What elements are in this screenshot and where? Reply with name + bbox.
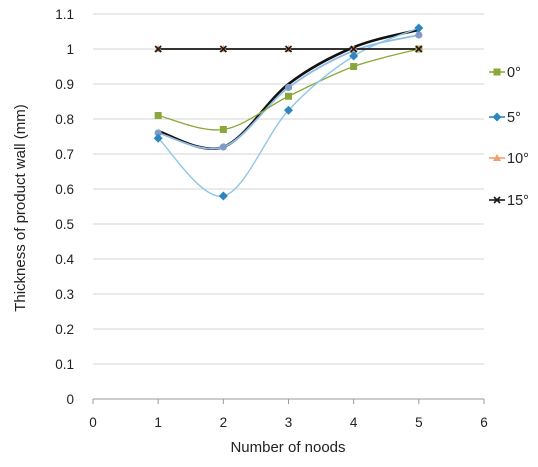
legend-marker (493, 68, 501, 76)
data-point (219, 45, 227, 53)
legend: 0° 5° 10° 15° (489, 65, 529, 209)
data-point (284, 45, 293, 53)
y-tick-label: 0.9 (55, 77, 74, 92)
y-tick-label: 0.8 (55, 112, 74, 127)
data-point (218, 191, 228, 201)
y-tick-label: 0.5 (55, 217, 74, 232)
x-tick-label: 5 (415, 415, 423, 430)
y-axis-title: Thickness of product wall (mm) (12, 104, 29, 312)
data-point (153, 133, 163, 143)
legend-marker (492, 112, 502, 122)
legend-label: 10° (507, 151, 529, 167)
y-tick-label: 1 (66, 42, 74, 57)
data-point (415, 45, 423, 53)
data-point (154, 45, 162, 53)
x-tick-label: 6 (480, 415, 488, 430)
data-point (350, 63, 358, 70)
legend-item: 15° (489, 193, 529, 209)
y-tick-label: 0.6 (55, 182, 74, 197)
data-point (154, 112, 162, 119)
y-tick-label: 0 (66, 392, 74, 407)
trend-line (157, 34, 420, 150)
x-tick-label: 1 (154, 415, 162, 430)
data-point (350, 45, 358, 53)
x-tick-label: 4 (350, 415, 358, 430)
legend-label: 0° (507, 65, 521, 81)
legend-label: 15° (507, 193, 529, 209)
tick-labels: 0 0.1 0.2 0.3 0.4 0.5 0.6 0.7 0.8 0.9 1 1.1 0 1 2 3 4 5 6 (55, 7, 488, 430)
trend-point (219, 143, 227, 151)
legend-marker (493, 154, 501, 161)
x-axis-title: Number of noods (230, 439, 345, 456)
y-tick-label: 0.3 (55, 287, 74, 302)
y-tick-label: 0.4 (55, 252, 74, 267)
legend-item: 10° (489, 151, 529, 167)
y-tick-label: 0.1 (55, 357, 74, 372)
x-tick-label: 0 (89, 415, 97, 430)
data-point (414, 23, 424, 33)
x-tick-label: 3 (285, 415, 293, 430)
y-tick-label: 0.7 (55, 147, 74, 162)
series-markers (153, 23, 424, 201)
legend-item: 0° (489, 65, 521, 81)
data-point (284, 105, 293, 115)
x-tick-label: 2 (220, 415, 228, 430)
axes (92, 398, 485, 404)
legend-item: 5° (489, 110, 521, 126)
gridlines (93, 13, 484, 365)
legend-marker (493, 196, 501, 204)
data-point (349, 51, 359, 61)
y-tick-label: 1.1 (55, 7, 74, 22)
data-point (285, 92, 292, 100)
data-point (219, 126, 227, 133)
y-tick-label: 0.2 (55, 322, 74, 337)
trend-point (154, 129, 162, 137)
legend-label: 5° (507, 110, 521, 126)
trend-point (415, 31, 423, 39)
trend-point (284, 83, 293, 92)
